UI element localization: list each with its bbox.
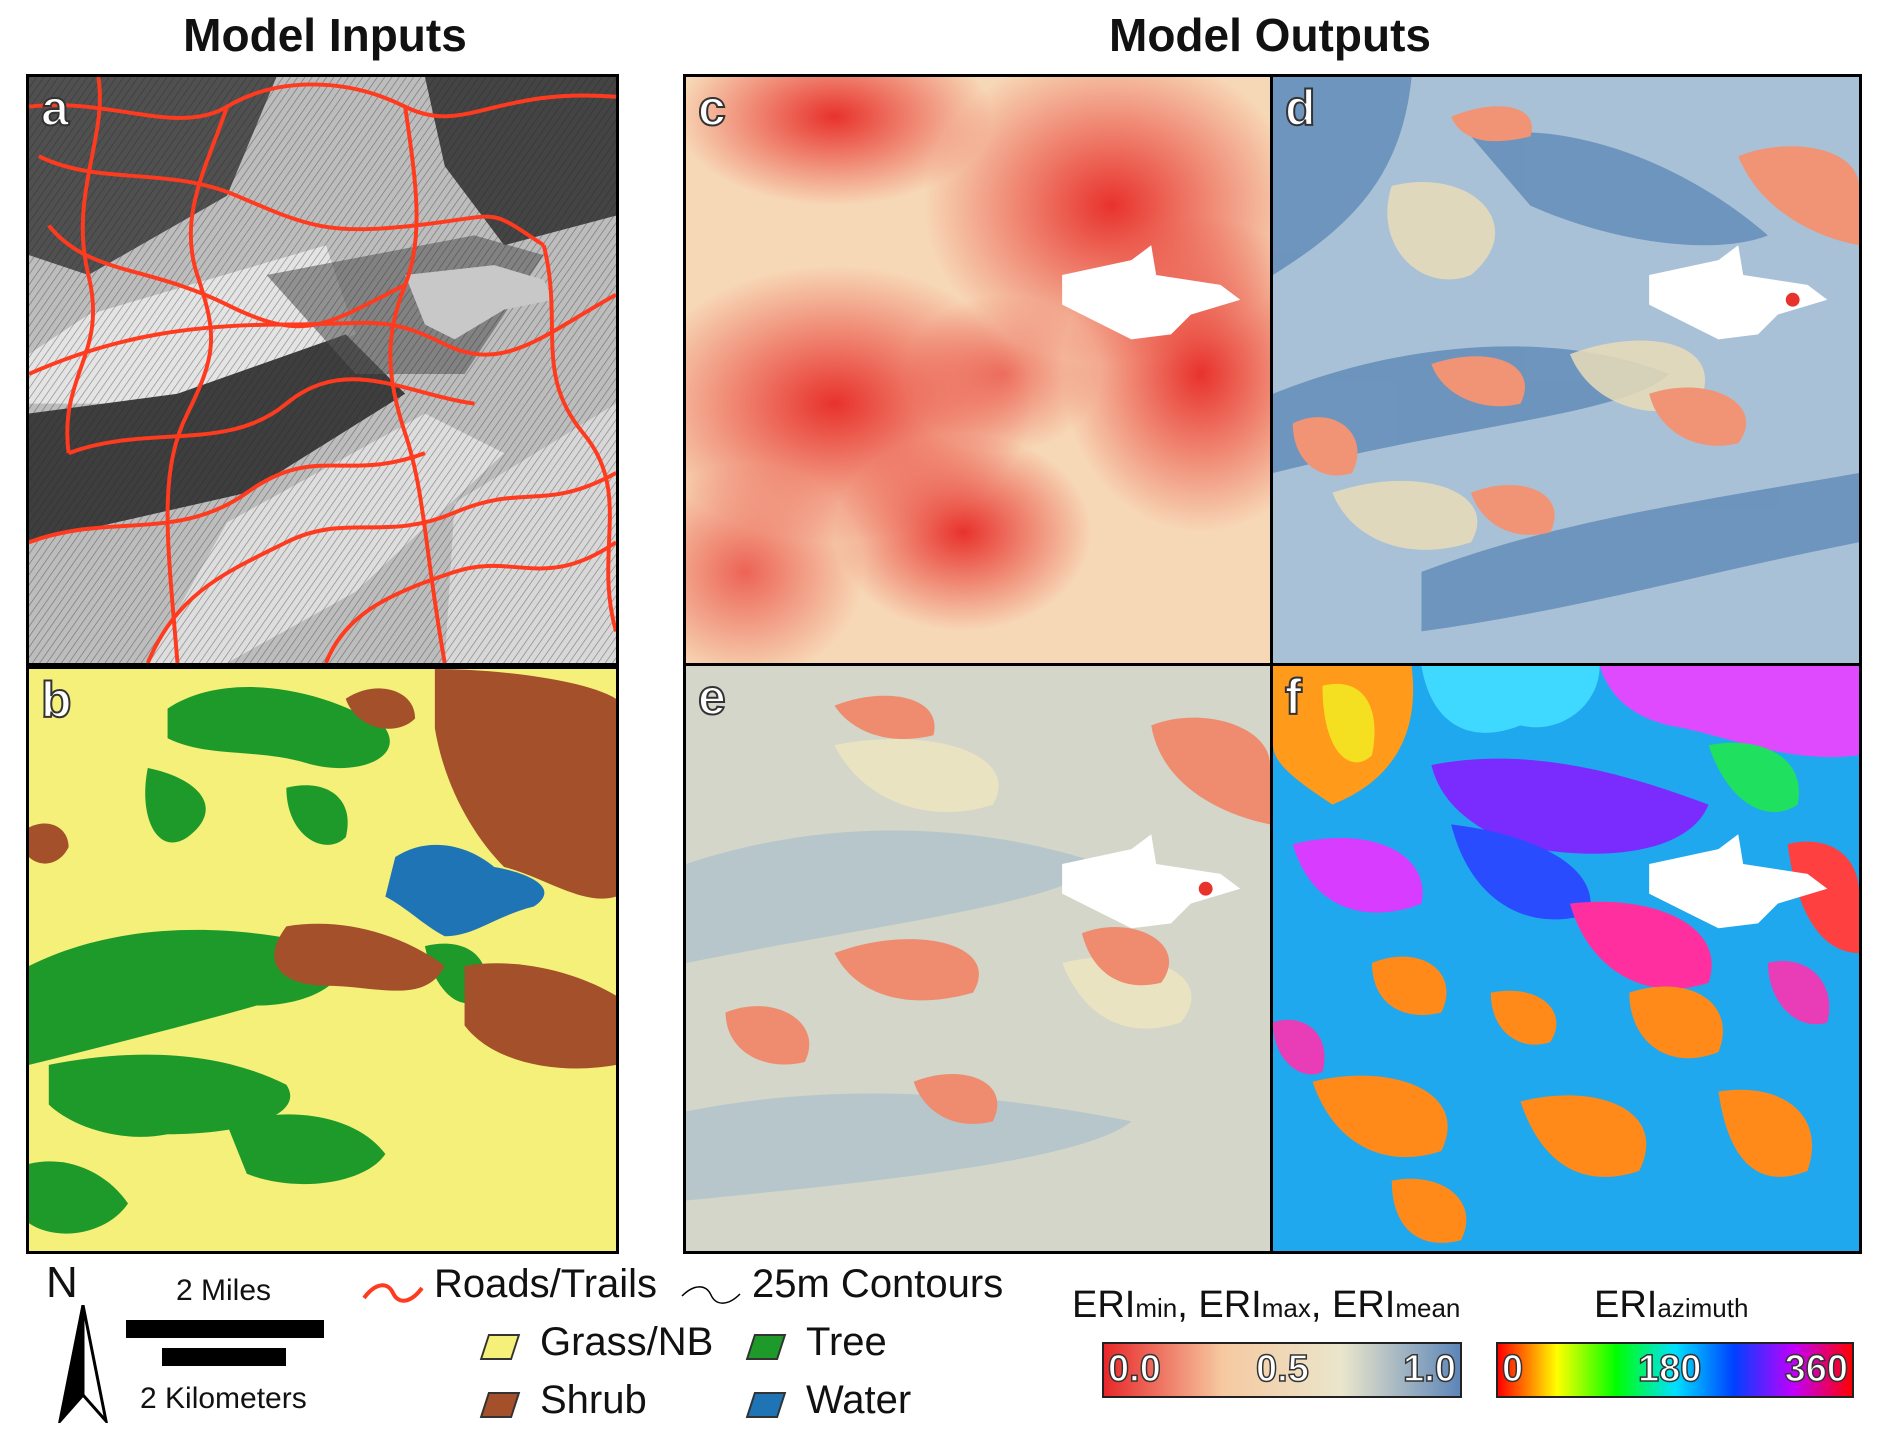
model-inputs-title: Model Inputs — [183, 9, 467, 61]
hillshade-map — [29, 77, 616, 663]
model-outputs-title: Model Outputs — [1109, 9, 1431, 61]
scale-miles-label: 2 Miles — [176, 1274, 272, 1307]
panel-label-e: e — [697, 668, 727, 726]
contours-label: 25m Contours — [752, 1262, 1004, 1306]
eri-azimuth-map — [1273, 666, 1859, 1251]
eri-tick-0: 0.0 — [1107, 1347, 1161, 1391]
panel-a-hillshade-roads: a — [26, 74, 619, 666]
azimuth-tick-0: 0 — [1501, 1347, 1524, 1391]
panel-label-c: c — [697, 79, 727, 137]
panel-label-a: a — [40, 79, 70, 137]
water-swatch-icon — [745, 1392, 787, 1418]
panel-e-eri-mean: e — [683, 663, 1273, 1254]
scale-bar-km — [162, 1348, 286, 1366]
grass-swatch-icon — [479, 1334, 521, 1360]
panel-d-eri-max: d — [1270, 74, 1862, 666]
tree-swatch-icon — [745, 1334, 787, 1360]
roads-symbol-icon — [362, 1283, 424, 1303]
contours-symbol-icon — [681, 1286, 741, 1304]
azimuth-colorbar-title: ERIazimuth — [1594, 1284, 1749, 1326]
eri-colorbar-title: ERImin, ERImax, ERImean — [1072, 1284, 1461, 1326]
eri-colorbar: 0.0 0.5 1.0 — [1102, 1342, 1462, 1398]
water-label: Water — [806, 1378, 912, 1422]
tree-label: Tree — [806, 1320, 887, 1364]
azimuth-tick-180: 180 — [1637, 1347, 1702, 1391]
panel-label-d: d — [1284, 79, 1317, 137]
azimuth-colorbar: 0 180 360 — [1496, 1342, 1854, 1398]
eri-tick-05: 0.5 — [1255, 1347, 1309, 1391]
scale-km-label: 2 Kilometers — [140, 1382, 307, 1415]
panel-label-b: b — [40, 671, 73, 729]
scale-bar-miles — [126, 1320, 324, 1338]
azimuth-tick-360: 360 — [1784, 1347, 1849, 1391]
eri-min-map — [686, 77, 1270, 663]
shrub-swatch-icon — [479, 1392, 521, 1418]
north-arrow-icon — [58, 1305, 108, 1423]
shrub-label: Shrub — [540, 1378, 647, 1422]
eri-mean-map — [686, 666, 1270, 1251]
roads-label: Roads/Trails — [434, 1262, 658, 1306]
landcover-map — [29, 669, 616, 1251]
north-label: N — [46, 1258, 78, 1307]
eri-max-map — [1273, 77, 1859, 663]
panel-b-landcover: b — [26, 666, 619, 1254]
panel-f-eri-azimuth: f — [1270, 663, 1862, 1254]
panel-c-eri-min: c — [683, 74, 1273, 666]
panel-label-f: f — [1284, 668, 1303, 726]
eri-tick-1: 1.0 — [1402, 1347, 1456, 1391]
grass-label: Grass/NB — [540, 1320, 714, 1364]
